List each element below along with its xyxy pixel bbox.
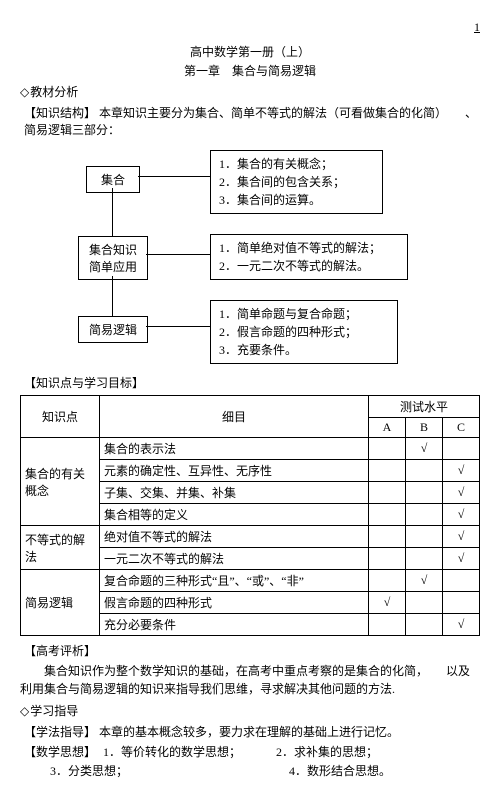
box3-line3: 3．充要条件。 xyxy=(219,341,389,359)
check-cell: √ xyxy=(406,438,443,460)
check-cell xyxy=(369,570,406,592)
check-cell: √ xyxy=(443,526,480,548)
section-materials: 教材分析 xyxy=(20,83,480,100)
th-level: 测试水平 xyxy=(369,396,480,418)
item-cell: 子集、交集、并集、补集 xyxy=(100,482,369,504)
th-topic: 知识点 xyxy=(21,396,100,438)
node-app: 集合知识 简单应用 xyxy=(78,236,148,280)
exam-text: 集合知识作为整个数学知识的基础，在高考中重点考察的是集合的化简， 以及利用集合与… xyxy=(20,662,480,698)
page-number: 1 xyxy=(20,20,480,35)
check-cell xyxy=(443,570,480,592)
box3-line2: 2．假言命题的四种形式； xyxy=(219,323,389,341)
item-cell: 集合相等的定义 xyxy=(100,504,369,526)
thought-3: 3．分类思想； xyxy=(50,762,286,779)
check-cell: √ xyxy=(443,614,480,636)
box1-line1: 1．集合的有关概念； xyxy=(219,155,374,173)
detail-box-1: 1．集合的有关概念； 2．集合间的包含关系； 3．集合间的运算。 xyxy=(210,150,383,214)
check-cell xyxy=(443,592,480,614)
box2-line2: 2．一元二次不等式的解法。 xyxy=(219,257,399,275)
node-set: 集合 xyxy=(86,166,140,193)
box1-line3: 3．集合间的运算。 xyxy=(219,191,374,209)
th-detail: 细目 xyxy=(100,396,369,438)
node-logic: 简易逻辑 xyxy=(78,316,148,343)
check-cell xyxy=(369,482,406,504)
check-cell: √ xyxy=(443,548,480,570)
knowledge-diagram: 集合 集合知识 简单应用 简易逻辑 1．集合的有关概念； 2．集合间的包含关系；… xyxy=(20,144,480,364)
th-a: A xyxy=(369,418,406,438)
check-cell xyxy=(369,614,406,636)
group-label: 集合的有关 概念 xyxy=(21,438,100,526)
item-cell: 假言命题的四种形式 xyxy=(100,592,369,614)
label-method-text: 【学法指导】 xyxy=(24,725,96,739)
group-label: 不等式的解 法 xyxy=(21,526,100,570)
check-cell xyxy=(369,504,406,526)
thought-1: 1．等价转化的数学思想； xyxy=(103,743,273,760)
th-b: B xyxy=(406,418,443,438)
check-cell: √ xyxy=(443,482,480,504)
item-cell: 集合的表示法 xyxy=(100,438,369,460)
doc-title-1: 高中数学第一册（上） xyxy=(20,43,480,60)
detail-box-2: 1．简单绝对值不等式的解法； 2．一元二次不等式的解法。 xyxy=(210,234,408,280)
thought-4: 4．数形结合思想。 xyxy=(289,762,391,779)
th-c: C xyxy=(443,418,480,438)
doc-title-2: 第一章 集合与简易逻辑 xyxy=(20,62,480,79)
label-thought: 【数学思想】 xyxy=(24,743,96,760)
box2-line1: 1．简单绝对值不等式的解法； xyxy=(219,239,399,257)
check-cell: √ xyxy=(406,570,443,592)
label-structure: 【知识结构】 本章知识主要分为集合、简单不等式的解法（可看做集合的化简） 、简易… xyxy=(24,104,480,138)
check-cell: √ xyxy=(443,460,480,482)
item-cell: 绝对值不等式的解法 xyxy=(100,526,369,548)
item-cell: 充分必要条件 xyxy=(100,614,369,636)
box1-line2: 2．集合间的包含关系； xyxy=(219,173,374,191)
check-cell: √ xyxy=(369,592,406,614)
check-cell xyxy=(406,592,443,614)
check-cell: √ xyxy=(443,504,480,526)
item-cell: 复合命题的三种形式“且”、“或”、“非” xyxy=(100,570,369,592)
check-cell xyxy=(369,526,406,548)
check-cell xyxy=(406,614,443,636)
check-cell xyxy=(369,548,406,570)
check-cell xyxy=(369,460,406,482)
rubric-table: 知识点 细目 测试水平 A B C 集合的有关 概念集合的表示法 √ 元素的确定性、… xyxy=(20,395,480,636)
check-cell xyxy=(443,438,480,460)
check-cell xyxy=(369,438,406,460)
check-cell xyxy=(406,526,443,548)
section-study-guide: 学习指导 xyxy=(20,702,480,719)
group-label: 简易逻辑 xyxy=(21,570,100,636)
label-method: 【学法指导】 本章的基本概念较多，要力求在理解的基础上进行记忆。 xyxy=(24,723,480,740)
label-exam: 【高考评析】 xyxy=(24,642,480,659)
check-cell xyxy=(406,548,443,570)
check-cell xyxy=(406,482,443,504)
box3-line1: 1．简单命题与复合命题； xyxy=(219,305,389,323)
detail-box-3: 1．简单命题与复合命题； 2．假言命题的四种形式； 3．充要条件。 xyxy=(210,300,398,364)
thought-2: 2．求补集的思想； xyxy=(276,743,378,760)
item-cell: 一元二次不等式的解法 xyxy=(100,548,369,570)
label-structure-text: 【知识结构】 xyxy=(24,106,96,120)
check-cell xyxy=(406,460,443,482)
label-points: 【知识点与学习目标】 xyxy=(24,374,480,391)
method-text: 本章的基本概念较多，要力求在理解的基础上进行记忆。 xyxy=(99,725,399,739)
item-cell: 元素的确定性、互异性、无序性 xyxy=(100,460,369,482)
check-cell xyxy=(406,504,443,526)
